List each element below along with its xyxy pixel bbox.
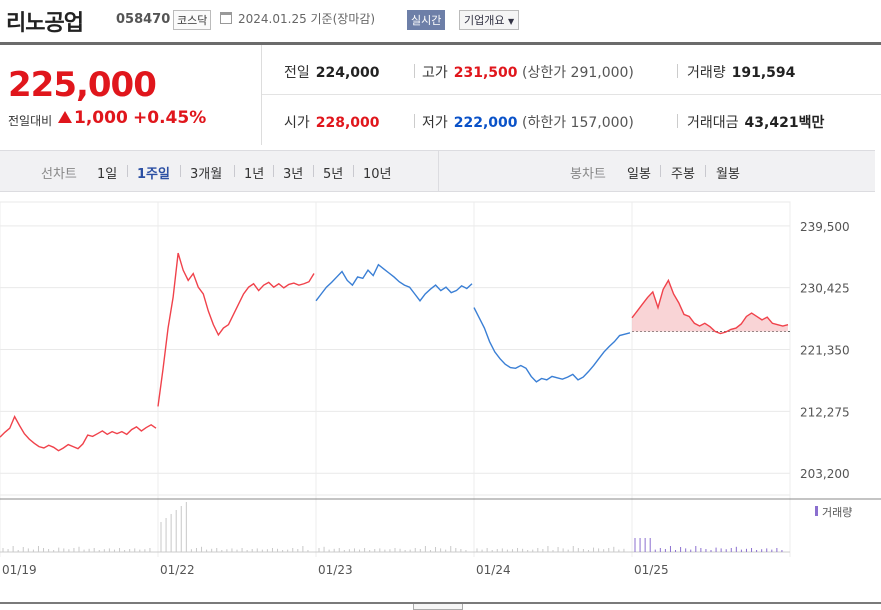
stat-volume: 거래량 191,594 — [687, 62, 795, 82]
volume-legend-swatch — [815, 506, 818, 516]
diff-label: 전일대비 — [8, 114, 53, 128]
tab-daily-candle[interactable]: 일봉 — [627, 167, 651, 182]
upper-limit: (상한가 291,000) — [521, 65, 634, 81]
stat-value: 191,594 — [731, 65, 796, 81]
stat-value: 224,000 — [315, 65, 380, 81]
y-tick-label: 203,200 — [800, 467, 850, 481]
tab-5year[interactable]: 5년 — [323, 167, 344, 182]
series-line-01/23 — [315, 263, 473, 302]
tab-1week[interactable]: 1주일 — [137, 167, 170, 182]
divider — [180, 165, 181, 177]
price-stats: 전일 224,000 고가 231,500 (상한가 291,000) 거래량 191… — [262, 45, 881, 145]
base-date: 2024.01.25 기준(장마감) — [238, 12, 376, 26]
divider — [677, 114, 678, 128]
divider — [273, 165, 274, 177]
stat-label: 저가 — [422, 115, 448, 131]
tab-1year[interactable]: 1년 — [244, 167, 265, 182]
tab-3year[interactable]: 3년 — [283, 167, 304, 182]
tab-weekly-candle[interactable]: 주봉 — [671, 167, 695, 182]
diff-amount: 1,000 — [74, 108, 128, 128]
price-chart[interactable]: 239,500 230,425 221,350 212,275 203,200 거래량 01… — [0, 192, 881, 602]
y-tick-label: 230,425 — [800, 282, 850, 296]
bottom-rule — [0, 602, 881, 604]
divider — [660, 165, 661, 177]
stat-value: 222,000 — [453, 115, 518, 131]
series-line-01/25 — [631, 278, 789, 335]
company-info-dropdown[interactable]: 기업개요 ▼ — [459, 10, 520, 30]
x-tick-label: 01/24 — [476, 563, 511, 577]
price-summary: 225,000 전일대비 1,000 +0.45% — [0, 45, 262, 145]
stat-high: 고가 231,500 (상한가 291,000) — [422, 62, 634, 82]
divider — [127, 165, 128, 177]
stock-name: 리노공업 — [6, 11, 84, 36]
x-tick-label: 01/19 — [2, 563, 37, 577]
tab-3month[interactable]: 3개월 — [190, 167, 223, 182]
tab-monthly-candle[interactable]: 월봉 — [716, 167, 740, 182]
stat-value: 43,421 — [744, 115, 799, 131]
y-tick-label: 212,275 — [800, 405, 850, 419]
resize-handle[interactable] — [413, 604, 463, 610]
tab-group-divider — [438, 151, 439, 191]
realtime-button[interactable]: 실시간 — [407, 10, 446, 30]
calendar-icon — [220, 12, 232, 24]
market-badge: 코스닥 — [173, 10, 212, 30]
divider — [234, 165, 235, 177]
volume-legend-label: 거래량 — [822, 506, 852, 519]
stats-row-2: 시가 228,000 저가 222,000 (하한가 157,000) 거래대금 43… — [262, 95, 881, 144]
stat-label: 거래량 — [687, 65, 726, 81]
stats-row-1: 전일 224,000 고가 231,500 (상한가 291,000) 거래량 191… — [262, 45, 881, 95]
series-line-01/24 — [473, 307, 631, 383]
tab-1day[interactable]: 1일 — [97, 167, 118, 182]
stat-label: 전일 — [284, 65, 310, 81]
stock-code: 058470 — [116, 12, 171, 27]
divider — [313, 165, 314, 177]
stat-value: 231,500 — [453, 65, 518, 81]
stat-label: 거래대금 — [687, 115, 739, 131]
divider — [705, 165, 706, 177]
x-tick-label: 01/22 — [160, 563, 195, 577]
series-fill — [632, 280, 788, 332]
stat-label: 시가 — [284, 115, 310, 131]
divider — [353, 165, 354, 177]
diff-value: 1,000 — [58, 108, 128, 128]
current-price: 225,000 — [8, 65, 157, 105]
divider — [677, 64, 678, 78]
title-bar: 리노공업 058470 코스닥 2024.01.25 기준(장마감) 실시간 기… — [0, 0, 881, 45]
change-rate: +0.45% — [133, 108, 207, 128]
series-line-01/22 — [157, 252, 315, 407]
stat-value: 228,000 — [315, 115, 380, 131]
chevron-down-icon: ▼ — [507, 17, 515, 26]
tab-10year[interactable]: 10년 — [363, 167, 392, 182]
stat-label: 고가 — [422, 65, 448, 81]
x-tick-label: 01/25 — [634, 563, 669, 577]
y-tick-label: 239,500 — [800, 220, 850, 234]
y-tick-label: 221,350 — [800, 344, 850, 358]
divider — [414, 64, 415, 78]
plot-area — [0, 201, 791, 496]
up-triangle-icon — [58, 111, 72, 123]
divider — [414, 114, 415, 128]
line-chart-label: 선차트 — [41, 167, 77, 182]
x-tick-label: 01/23 — [318, 563, 353, 577]
stat-unit: 백만 — [798, 115, 825, 131]
stat-open: 시가 228,000 — [284, 112, 380, 132]
lower-limit: (하한가 157,000) — [521, 115, 634, 131]
stat-low: 저가 222,000 (하한가 157,000) — [422, 112, 634, 132]
series-line-01/19 — [0, 415, 157, 452]
company-info-label: 기업개요 — [464, 14, 505, 27]
stat-amount: 거래대금 43,421백만 — [687, 112, 824, 132]
chart-tab-bar: 선차트 1일 1주일 3개월 1년 3년 5년 10년 봉차트 일봉 주봉 월봉 — [0, 150, 875, 192]
candle-chart-label: 봉차트 — [570, 167, 606, 182]
stat-prev: 전일 224,000 — [284, 62, 380, 82]
